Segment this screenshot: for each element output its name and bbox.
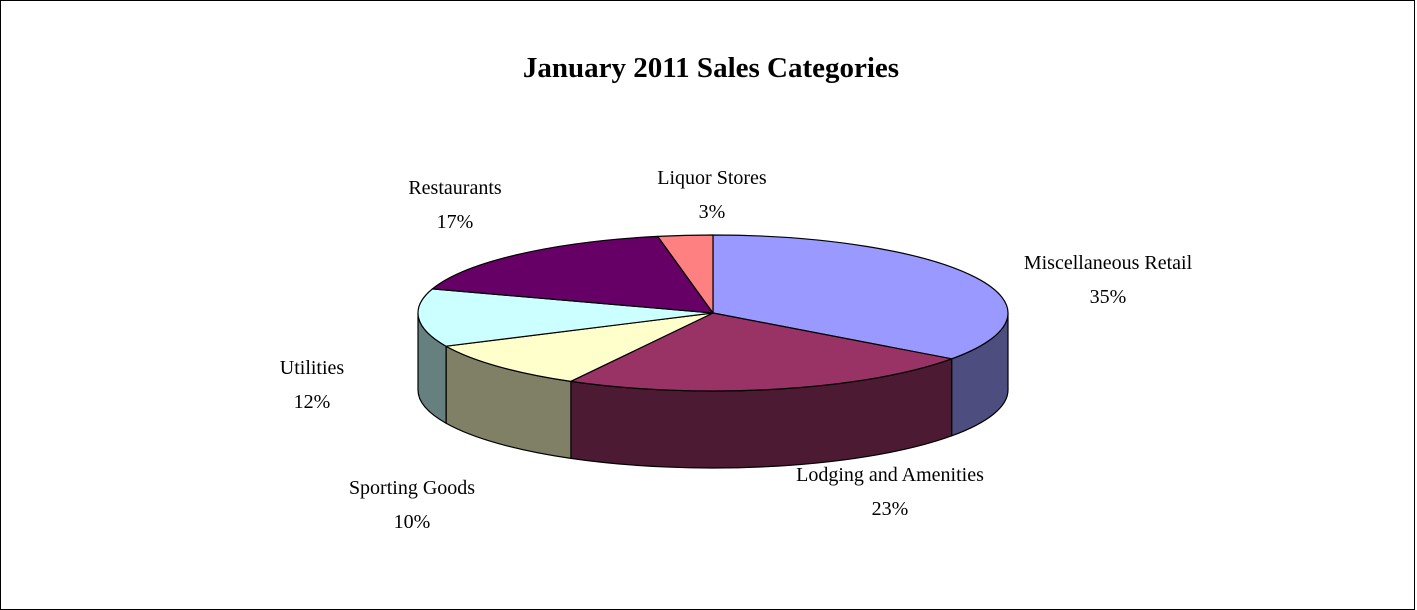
pie-slice-utilities	[417, 288, 714, 347]
slice-label-restaurants: Restaurants	[408, 177, 502, 199]
pie-slice-liquor-stores	[657, 234, 714, 314]
slice-percent-restaurants: 17%	[437, 211, 474, 233]
pie-slice-restaurants	[431, 235, 714, 314]
slice-label-lodging-and-amenities: Lodging and Amenities	[796, 464, 984, 486]
slice-label-sporting-goods: Sporting Goods	[349, 477, 475, 499]
slice-label-miscellaneous-retail: Miscellaneous Retail	[1024, 252, 1193, 274]
slice-percent-liquor-stores: 3%	[699, 201, 726, 223]
slice-label-liquor-stores: Liquor Stores	[657, 167, 767, 189]
pie-sides	[417, 312, 1009, 469]
pie-slice-sporting-goods	[445, 312, 714, 382]
chart-title: January 2011 Sales Categories	[523, 52, 899, 84]
slice-percent-lodging-and-amenities: 23%	[872, 498, 909, 520]
slice-labels: Miscellaneous Retail 35% Lodging and Ameni…	[280, 167, 1193, 533]
slice-percent-utilities: 12%	[294, 391, 331, 413]
pie-slice-miscellaneous-retail	[712, 234, 1009, 360]
pie-slice-lodging-and-amenities	[570, 312, 953, 392]
slice-percent-sporting-goods: 10%	[394, 511, 431, 533]
slice-percent-miscellaneous-retail: 35%	[1090, 286, 1127, 308]
slice-label-utilities: Utilities	[280, 357, 345, 379]
pie-tops	[417, 234, 1009, 392]
